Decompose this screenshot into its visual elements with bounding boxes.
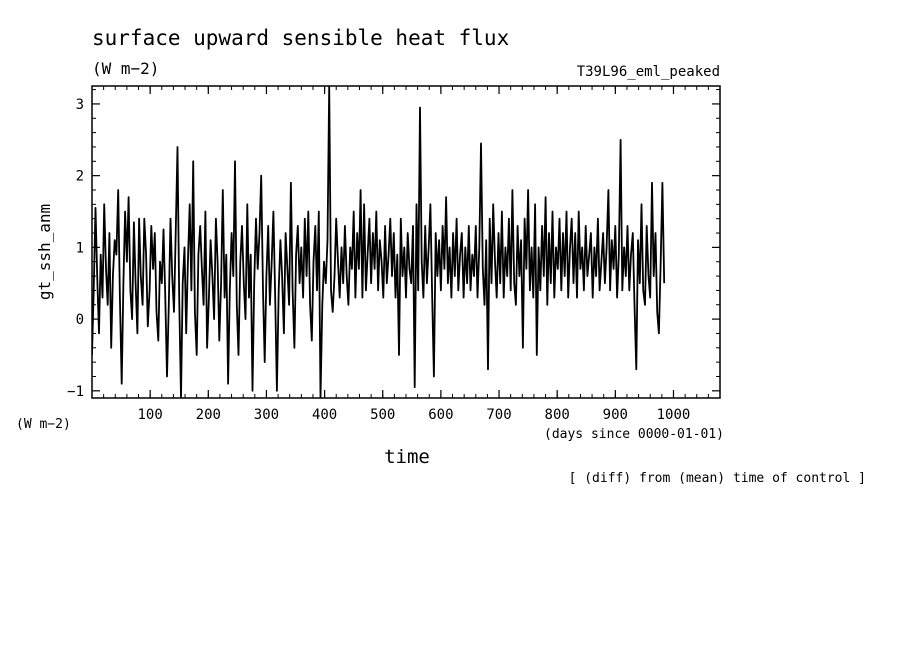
x-tick-label: 600 bbox=[428, 407, 453, 423]
x-tick-label: 700 bbox=[486, 407, 511, 423]
x-tick-label: 400 bbox=[312, 407, 337, 423]
tick-labels: 100 200 300 400 500 600 700 800 900 1000 −1 0 1 2 3 bbox=[67, 97, 690, 423]
axis-ticks bbox=[92, 86, 720, 398]
x-tick-label: 500 bbox=[370, 407, 395, 423]
x-tick-label: 900 bbox=[603, 407, 628, 423]
y-tick-label: −1 bbox=[67, 384, 84, 400]
plot-frame bbox=[91, 85, 721, 399]
x-axis-units: (days since 0000-01-01) bbox=[544, 427, 724, 442]
run-label: T39L96_eml_peaked bbox=[577, 64, 720, 80]
x-tick-label: 300 bbox=[254, 407, 279, 423]
y-axis-label: gt_ssh_anm bbox=[35, 204, 54, 300]
comparison-note: [ (diff) from (mean) time of control ] bbox=[569, 471, 866, 486]
y-tick-label: 2 bbox=[76, 169, 84, 185]
y-tick-label: 3 bbox=[76, 97, 84, 113]
series-layer bbox=[92, 86, 666, 398]
chart-units-label: (W m−2) bbox=[92, 59, 159, 78]
y-tick-label: 1 bbox=[76, 240, 84, 256]
x-tick-label: 200 bbox=[196, 407, 221, 423]
chart-title: surface upward sensible heat flux bbox=[92, 26, 509, 50]
y-axis-units: (W m−2) bbox=[16, 417, 71, 432]
x-tick-label: 1000 bbox=[657, 407, 691, 423]
x-tick-label: 800 bbox=[545, 407, 570, 423]
x-axis-label: time bbox=[384, 446, 430, 468]
y-tick-label: 0 bbox=[76, 312, 84, 328]
x-tick-label: 100 bbox=[137, 407, 162, 423]
series-line-0 bbox=[92, 86, 666, 398]
